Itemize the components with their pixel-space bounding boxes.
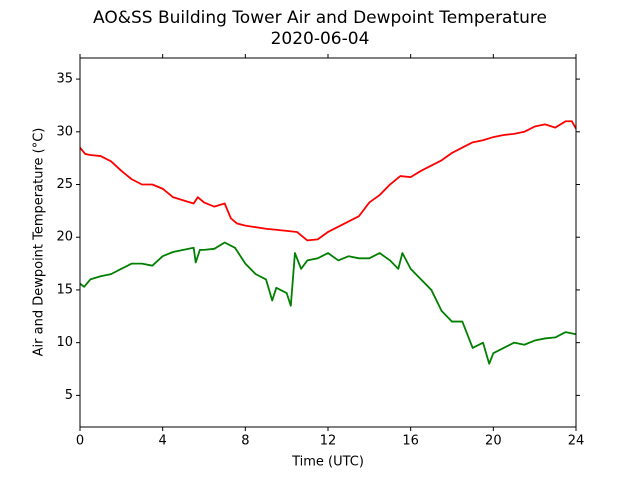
x-tick-label: 8 (241, 434, 249, 449)
plot-frame (79, 57, 577, 428)
x-tick-label: 12 (320, 434, 337, 449)
x-tick-label: 16 (402, 434, 419, 449)
x-tick-label: 4 (159, 434, 167, 449)
x-tick-label: 24 (568, 434, 585, 449)
y-tick-label: 30 (56, 124, 73, 139)
x-tick-label: 20 (485, 434, 502, 449)
chart-subtitle: 2020-06-04 (271, 29, 370, 49)
y-tick-label: 5 (65, 388, 73, 403)
y-tick-label: 15 (56, 282, 73, 297)
x-axis-label: Time (UTC) (291, 455, 364, 470)
data-line (79, 241, 577, 365)
x-tick-label: 0 (76, 434, 84, 449)
data-line (79, 120, 577, 242)
y-tick-label: 20 (56, 230, 73, 245)
y-tick-label: 35 (56, 72, 73, 87)
y-axis-label: Air and Dewpoint Temperature (°C) (32, 128, 47, 357)
y-tick-label: 25 (56, 177, 73, 192)
y-tick-label: 10 (56, 335, 73, 350)
chart-title: AO&SS Building Tower Air and Dewpoint Te… (93, 8, 547, 28)
